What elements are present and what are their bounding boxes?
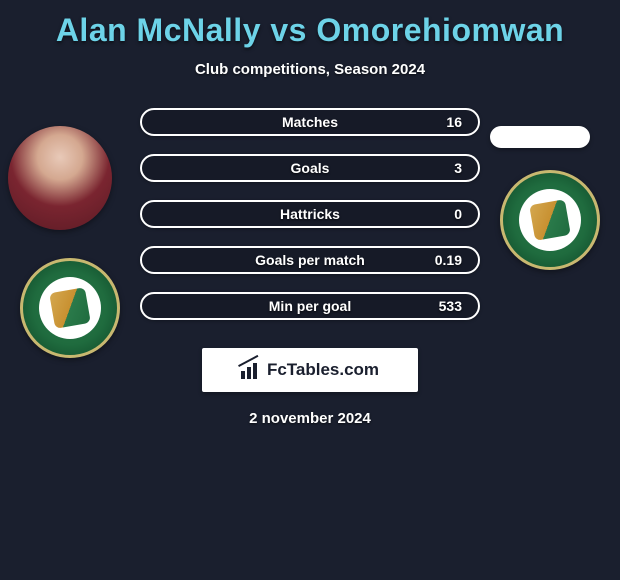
- subtitle: Club competitions, Season 2024: [0, 61, 620, 78]
- stat-value: 0.19: [435, 252, 462, 268]
- stat-label: Hattricks: [280, 206, 340, 222]
- stat-value: 533: [439, 298, 462, 314]
- club-badge-left-inner-icon: [39, 277, 101, 339]
- stat-value: 3: [454, 160, 462, 176]
- player-pill-right: [490, 126, 590, 148]
- club-badge-right-inner-icon: [519, 189, 581, 251]
- club-badge-right: [500, 170, 600, 270]
- stat-row-goals: Goals 3: [140, 154, 480, 182]
- stat-row-min-per-goal: Min per goal 533: [140, 292, 480, 320]
- stat-label: Matches: [282, 114, 338, 130]
- brand-box[interactable]: FcTables.com: [202, 348, 418, 392]
- stat-row-matches: Matches 16: [140, 108, 480, 136]
- stat-label: Min per goal: [269, 298, 351, 314]
- club-badge-left: [20, 258, 120, 358]
- stat-label: Goals per match: [255, 252, 365, 268]
- player-avatar-left: [8, 126, 112, 230]
- date-line: 2 november 2024: [0, 410, 620, 427]
- stat-label: Goals: [291, 160, 330, 176]
- stats-column: Matches 16 Goals 3 Hattricks 0 Goals per…: [140, 108, 480, 320]
- brand-text: FcTables.com: [267, 360, 379, 380]
- stat-row-hattricks: Hattricks 0: [140, 200, 480, 228]
- stat-value: 0: [454, 206, 462, 222]
- bar-chart-icon: [241, 361, 261, 379]
- stat-row-goals-per-match: Goals per match 0.19: [140, 246, 480, 274]
- content-area: Matches 16 Goals 3 Hattricks 0 Goals per…: [0, 108, 620, 427]
- stat-value: 16: [446, 114, 462, 130]
- page-title: Alan McNally vs Omorehiomwan: [0, 0, 620, 49]
